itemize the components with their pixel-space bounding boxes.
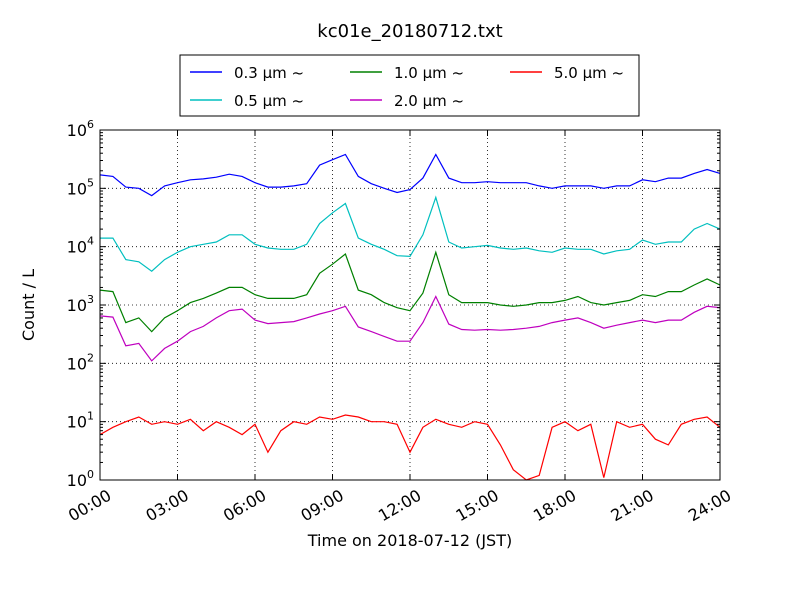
y-tick-label: 105 — [67, 176, 94, 198]
y-tick-label: 102 — [67, 351, 94, 373]
x-tick-label: 12:00 — [375, 486, 424, 526]
legend-label-3: 1.0 μm ~ — [394, 64, 464, 82]
legend: 0.3 μm ~ 0.5 μm ~ 1.0 μm ~ 2.0 μm ~ 5.0 μm ~ — [179, 54, 640, 117]
y-tick-label: 106 — [67, 118, 94, 140]
series-line-2 — [100, 195, 721, 272]
series-line-4 — [99, 295, 721, 362]
x-axis-label: Time on 2018-07-12 (JST) — [307, 531, 512, 550]
x-tick-label: 15:00 — [453, 486, 502, 526]
x-tick-label: 21:00 — [608, 486, 657, 526]
series-line-5 — [99, 414, 721, 481]
series-line-1 — [99, 153, 721, 197]
legend-label-5: 5.0 μm ~ — [554, 64, 624, 82]
x-tick-label: 06:00 — [220, 486, 269, 526]
legend-label-1: 0.3 μm ~ — [234, 64, 304, 82]
y-tick-labels: 100 101 102 103 104 105 106 — [67, 118, 94, 490]
series-layer — [99, 153, 721, 481]
y-tick-label: 100 — [67, 468, 94, 490]
ticks — [99, 129, 721, 481]
chart-title: kc01e_20180712.txt — [317, 21, 502, 42]
y-tick-label: 103 — [67, 293, 94, 315]
y-tick-label: 104 — [67, 235, 94, 257]
series-line-3 — [99, 250, 721, 333]
x-tick-labels: 00:00 03:00 06:00 09:00 12:00 15:00 18:00 21:00… — [65, 486, 734, 526]
y-tick-label: 101 — [67, 410, 94, 432]
x-tick-label: 18:00 — [530, 486, 579, 526]
x-tick-label: 24:00 — [685, 486, 734, 526]
x-tick-label: 03:00 — [143, 486, 192, 526]
legend-label-2: 0.5 μm ~ — [234, 92, 304, 110]
x-tick-label: 09:00 — [298, 486, 347, 526]
grid — [100, 130, 720, 480]
legend-box — [179, 54, 640, 117]
x-tick-label: 00:00 — [65, 486, 114, 526]
y-axis-label: Count / L — [19, 269, 38, 341]
legend-label-4: 2.0 μm ~ — [394, 92, 464, 110]
